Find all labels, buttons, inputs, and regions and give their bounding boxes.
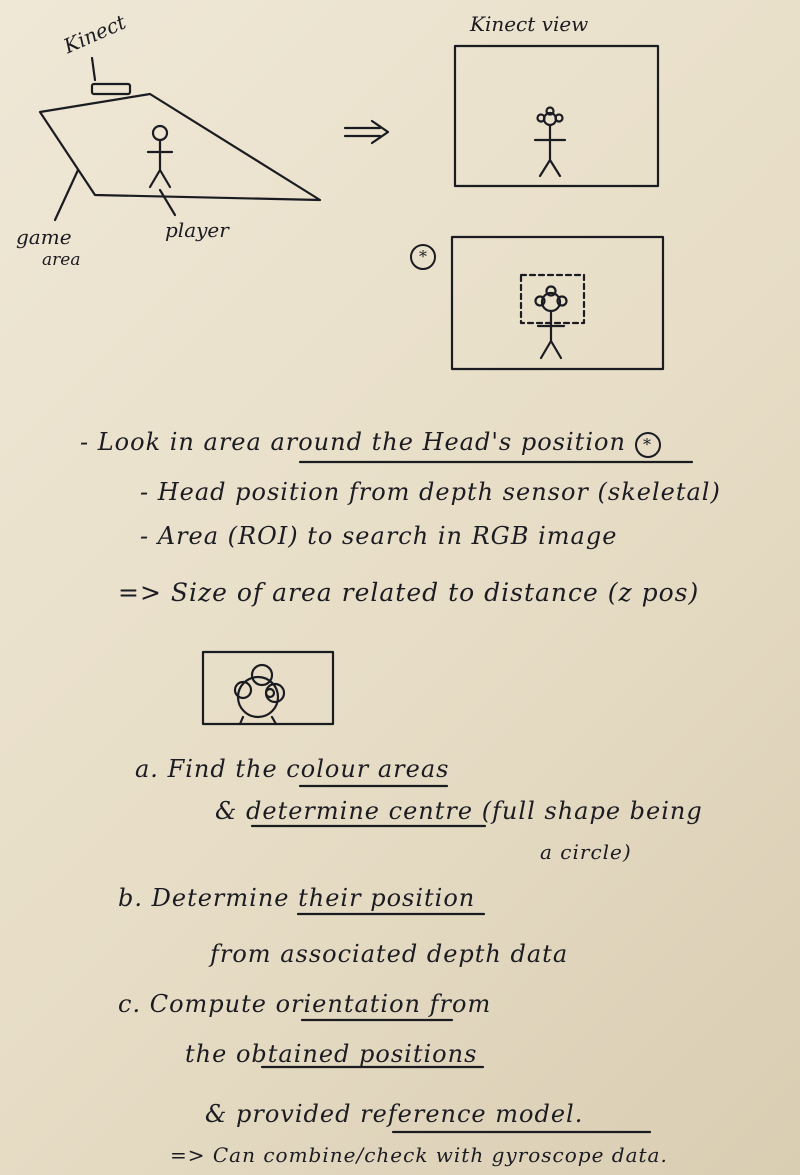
- roi-view-figure: [534, 285, 568, 360]
- player-figure: [146, 124, 174, 189]
- note-line-4: => Size of area related to distance (z p…: [118, 578, 700, 607]
- label-area: area: [42, 250, 81, 270]
- step-b-line-1: b. Determine their position: [118, 884, 476, 912]
- step-a-line-1: a. Find the colour areas: [135, 755, 450, 783]
- roi-view-frame: [450, 235, 665, 371]
- note-line-3: - Area (ROI) to search in RGB image: [140, 522, 618, 550]
- note-line-1: - Look in area around the Head's positio…: [80, 428, 661, 458]
- step-a-line-2: & determine centre (full shape being: [215, 797, 703, 825]
- kinect-pointer-line: [90, 56, 97, 82]
- note-line-2: - Head position from depth sensor (skele…: [140, 478, 721, 506]
- player-pointer-line: [158, 188, 177, 217]
- game-area-pointer-line: [53, 168, 80, 222]
- step-b-line-2: from associated depth data: [210, 940, 569, 968]
- kinect-device-icon: [90, 82, 132, 96]
- step-c-line-2: the obtained positions: [185, 1040, 478, 1068]
- game-area-outline: [38, 92, 322, 202]
- step-c-line-3: & provided reference model.: [205, 1100, 584, 1128]
- kinect-view-figure: [533, 106, 567, 178]
- head-closeup-frame: [201, 650, 335, 726]
- transition-arrow: [343, 119, 390, 145]
- marker-asterisk-icon-2: *: [634, 432, 661, 458]
- kinect-view-frame: [453, 44, 660, 188]
- step-c-line-1: c. Compute orientation from: [118, 990, 492, 1018]
- step-a-line-3: a circle): [540, 840, 632, 864]
- marker-asterisk-icon: *: [410, 244, 436, 270]
- label-game: game: [16, 225, 72, 249]
- roi-dashed-box: [519, 273, 586, 325]
- label-kinect-view: Kinect view: [470, 12, 589, 36]
- label-player: player: [165, 218, 229, 242]
- step-c-line-4: => Can combine/check with gyroscope data…: [170, 1143, 668, 1167]
- head-closeup-drawing: [233, 663, 286, 726]
